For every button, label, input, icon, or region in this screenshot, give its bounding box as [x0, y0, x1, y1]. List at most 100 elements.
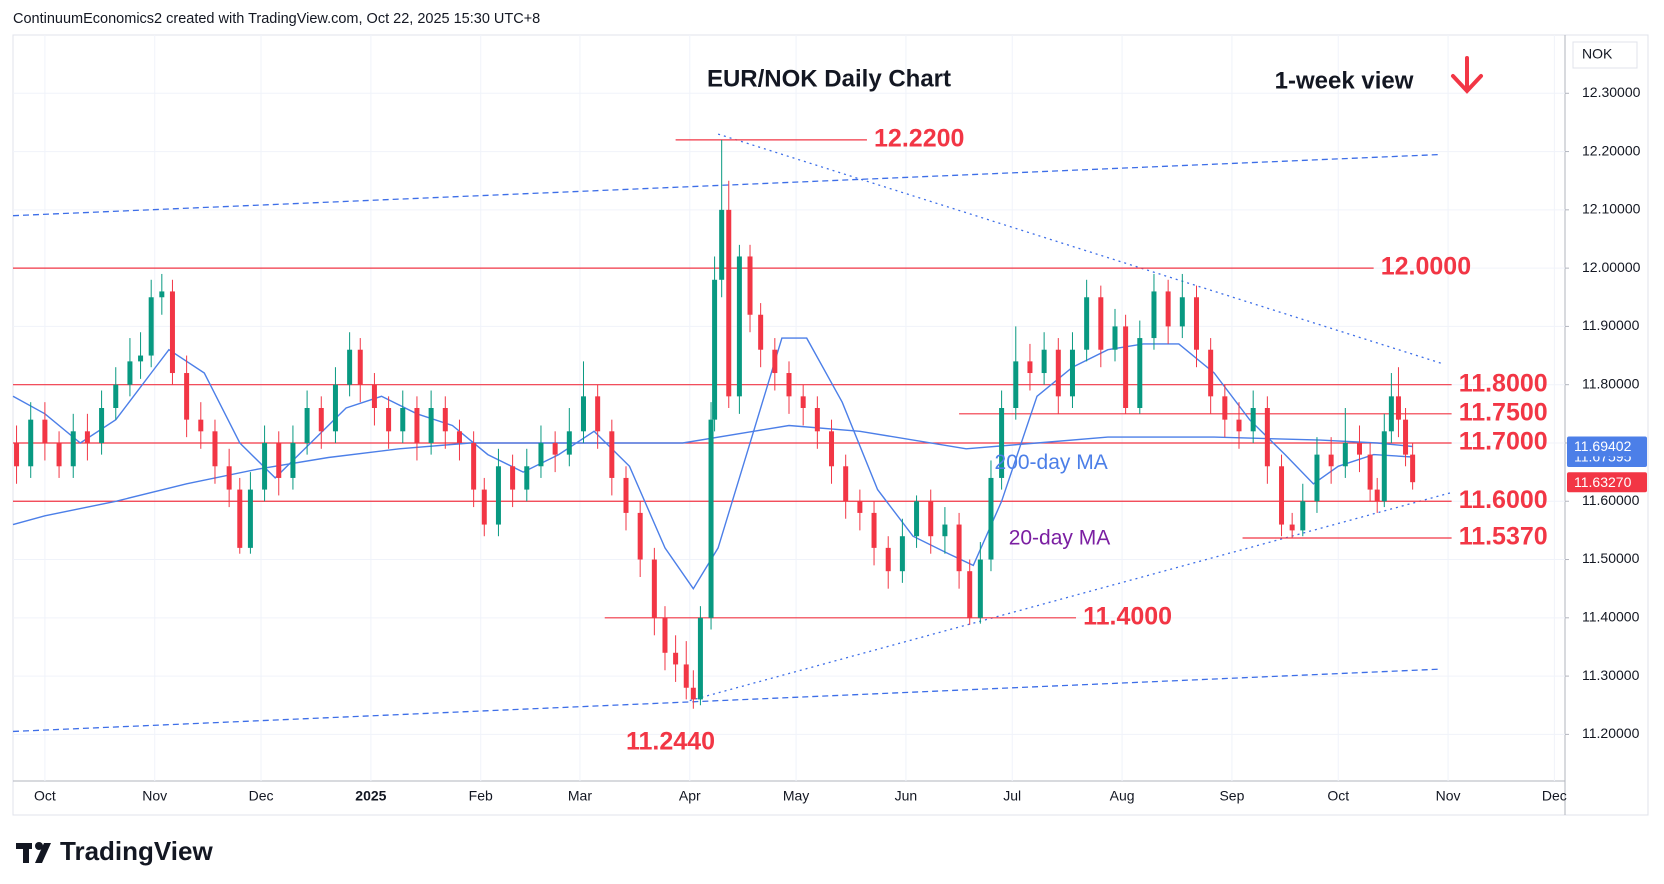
- x-tick-label: Oct: [34, 788, 56, 804]
- candle-body: [262, 442, 268, 490]
- x-tick-label: Oct: [1327, 788, 1349, 804]
- candle-body: [1123, 326, 1129, 408]
- candle-body: [1193, 297, 1199, 350]
- candle-body: [829, 431, 835, 467]
- candle-body: [1069, 349, 1075, 397]
- candle-body: [159, 291, 165, 298]
- candle-body: [471, 442, 477, 490]
- candle-body: [956, 524, 962, 572]
- chart-title: EUR/NOK Daily Chart: [707, 65, 951, 92]
- candle-body: [786, 373, 792, 397]
- candle-body: [1098, 297, 1104, 350]
- y-tick-label: 11.80000: [1582, 375, 1640, 391]
- candle-body: [967, 571, 973, 618]
- candle-body: [871, 512, 877, 548]
- candle-body: [899, 536, 905, 572]
- candle-body: [1289, 524, 1295, 531]
- x-tick-label: Feb: [469, 788, 493, 804]
- candle-body: [1013, 361, 1019, 408]
- candle-body: [747, 256, 753, 315]
- unit-label: NOK: [1582, 46, 1613, 62]
- price-badge: [1567, 436, 1647, 457]
- candle-body: [580, 396, 586, 432]
- candle-body: [127, 361, 133, 385]
- candle-body: [566, 431, 572, 455]
- price-badge: [1567, 472, 1647, 493]
- unit-box: [1572, 41, 1638, 69]
- candle-body: [697, 617, 703, 700]
- candle-body: [56, 442, 62, 467]
- x-tick-label: Nov: [142, 788, 167, 804]
- candle-body: [712, 279, 718, 420]
- x-tick-label: Jul: [1003, 788, 1021, 804]
- candle-body: [247, 489, 253, 548]
- y-tick-label: 12.10000: [1582, 201, 1641, 217]
- candle-body: [99, 408, 105, 443]
- candle-body: [595, 396, 601, 432]
- candle-body: [1388, 396, 1394, 432]
- y-tick-label: 12.20000: [1582, 142, 1641, 158]
- candle-body: [1027, 361, 1033, 374]
- y-tick-label: 11.60000: [1582, 492, 1640, 508]
- chart-subtitle: 1-week view: [1275, 67, 1414, 94]
- candle-body: [662, 617, 668, 653]
- candle-body: [885, 547, 891, 572]
- level-label: 11.6000: [1459, 486, 1548, 514]
- candle-body: [800, 396, 806, 408]
- candle-body: [914, 501, 920, 537]
- candle-body: [495, 466, 501, 525]
- candle-body: [28, 419, 34, 467]
- candle-body: [683, 664, 689, 688]
- x-tick-label: Sep: [1219, 788, 1244, 804]
- candle-body: [673, 652, 679, 665]
- candle-body: [276, 442, 282, 478]
- candle-body: [999, 408, 1005, 478]
- candle-body: [184, 373, 190, 420]
- ma-line: [12, 424, 1413, 526]
- y-tick-label: 11.90000: [1582, 317, 1640, 333]
- price-badge-label: 11.63270: [1574, 474, 1632, 490]
- x-tick-label: Mar: [568, 788, 592, 804]
- candle-body: [357, 349, 363, 385]
- candle-body: [414, 408, 420, 443]
- candle-body: [736, 256, 742, 397]
- candle-body: [428, 408, 434, 443]
- candle-body: [719, 209, 725, 280]
- candle-body: [138, 355, 144, 362]
- candle-body: [84, 431, 90, 443]
- candle-body: [942, 524, 948, 537]
- candle-body: [481, 489, 487, 525]
- ma-line: [12, 337, 1413, 590]
- candle-body: [651, 559, 657, 618]
- candle-body: [988, 477, 994, 560]
- candle-body: [1208, 349, 1214, 397]
- candle-body: [623, 477, 629, 513]
- candle-body: [552, 442, 558, 455]
- level-label: 11.2440: [626, 727, 715, 755]
- candle-body: [843, 466, 849, 502]
- candle-body: [1179, 297, 1185, 327]
- candle-body: [113, 384, 119, 408]
- trend-line: [12, 668, 1442, 733]
- source-note: ContinuumEconomics2 created with Trading…: [13, 11, 540, 27]
- candle-body: [510, 466, 516, 490]
- candle-body: [977, 559, 983, 618]
- level-label: 11.4000: [1083, 602, 1172, 630]
- candle-body: [148, 297, 154, 356]
- brand-name: TradingView: [60, 836, 213, 866]
- candle-body: [1250, 408, 1256, 432]
- candle-body: [1264, 408, 1270, 467]
- price-badge-label: 11.69402: [1574, 438, 1632, 454]
- candle-body: [1410, 454, 1416, 483]
- down-arrow: [1451, 56, 1483, 94]
- candle-body: [772, 349, 778, 374]
- trend-line: [12, 153, 1442, 217]
- y-tick-label: 11.20000: [1582, 725, 1640, 741]
- candle-body: [386, 408, 392, 432]
- candle-body: [1381, 431, 1387, 502]
- candle-body: [1112, 326, 1118, 350]
- candle-body: [212, 431, 218, 467]
- candle-body: [1367, 454, 1373, 490]
- x-tick-label: May: [783, 788, 809, 804]
